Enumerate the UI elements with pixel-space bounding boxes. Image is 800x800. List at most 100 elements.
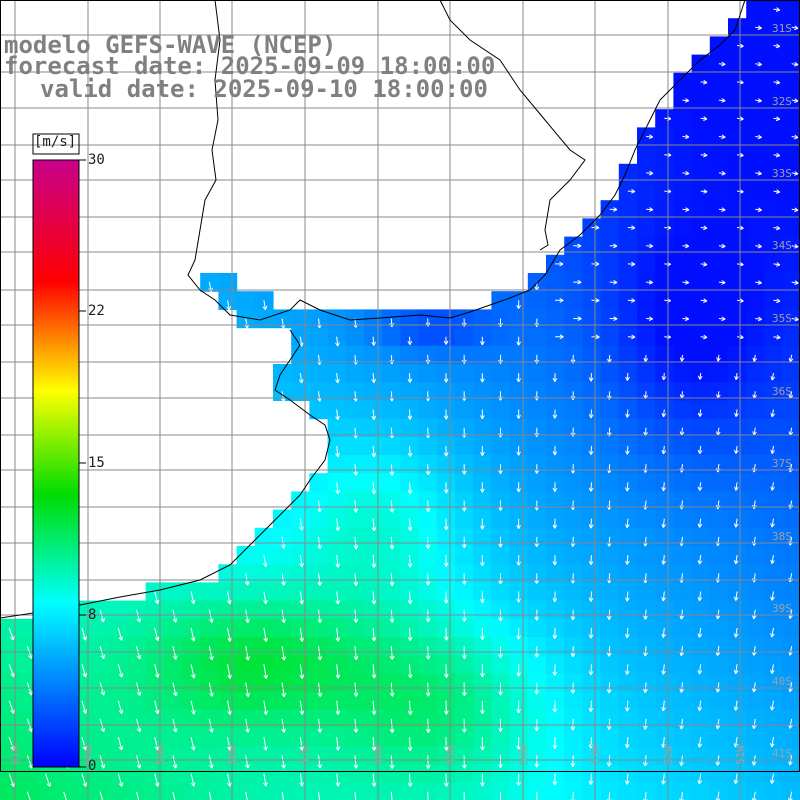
wind-arrow xyxy=(625,482,630,492)
wind-arrow xyxy=(371,445,377,458)
wind-cell xyxy=(236,582,256,602)
wind-arrow xyxy=(552,773,558,786)
wind-arrow xyxy=(552,627,558,639)
wind-cell xyxy=(309,327,329,347)
wind-cell xyxy=(236,655,256,674)
wind-cell xyxy=(182,709,201,729)
wind-cell xyxy=(309,546,329,565)
wind-cell xyxy=(436,455,456,474)
wind-cell xyxy=(455,728,474,747)
wind-cell xyxy=(455,509,474,529)
wind-arrow xyxy=(117,773,124,787)
wind-cell xyxy=(309,509,329,529)
wind-arrow xyxy=(625,373,630,381)
wind-arrow xyxy=(682,98,690,103)
wind-cell xyxy=(728,200,747,219)
wind-cell xyxy=(527,291,547,310)
wind-arrow xyxy=(516,373,522,383)
wind-arrow xyxy=(443,773,449,787)
wind-cell xyxy=(91,764,110,784)
wind-cell xyxy=(746,400,765,420)
wind-cell xyxy=(782,691,800,711)
wind-cell xyxy=(382,400,401,420)
wind-cell xyxy=(637,728,656,747)
wind-arrow xyxy=(407,737,413,751)
wind-arrow xyxy=(555,297,564,303)
wind-cell xyxy=(728,782,747,800)
lat-label: 33S xyxy=(772,167,792,180)
wind-cell xyxy=(764,309,784,329)
wind-arrow xyxy=(715,682,721,693)
wind-arrow xyxy=(227,737,232,751)
wind-arrow xyxy=(99,755,106,769)
wind-cell xyxy=(782,728,800,747)
wind-arrow xyxy=(661,409,667,418)
wind-cell xyxy=(491,327,511,347)
wind-arrow xyxy=(461,464,467,475)
wind-cell xyxy=(618,455,638,474)
wind-arrow xyxy=(317,609,323,624)
wind-cell xyxy=(309,364,329,383)
wind-cell xyxy=(728,309,747,329)
wind-cell xyxy=(746,109,765,128)
wind-arrow xyxy=(281,646,287,661)
wind-arrow xyxy=(733,773,739,785)
wind-arrow xyxy=(679,354,685,362)
wind-arrow xyxy=(389,500,395,513)
wind-arrow xyxy=(335,591,341,605)
wind-cell xyxy=(527,436,547,456)
wind-arrow xyxy=(573,243,582,249)
wind-cell xyxy=(236,764,256,784)
wind-cell xyxy=(673,145,693,165)
wind-cell xyxy=(655,345,674,365)
wind-arrow xyxy=(245,791,248,800)
wind-arrow xyxy=(461,682,467,697)
wind-cell xyxy=(127,728,147,747)
wind-arrow xyxy=(646,134,654,140)
wind-cell xyxy=(691,782,711,800)
wind-arrow xyxy=(335,737,341,751)
wind-cell xyxy=(637,400,656,420)
wind-cell xyxy=(746,364,765,383)
wind-cell xyxy=(327,491,347,511)
wind-cell xyxy=(400,491,420,511)
wind-cell xyxy=(273,728,292,747)
wind-arrow xyxy=(480,737,485,751)
wind-arrow xyxy=(588,737,594,749)
wind-cell xyxy=(637,291,656,310)
wind-cell xyxy=(527,691,547,711)
wind-cell xyxy=(728,163,747,183)
wind-cell xyxy=(782,655,800,674)
wind-arrow xyxy=(407,409,413,420)
wind-arrow xyxy=(443,409,449,420)
wind-cell xyxy=(673,218,693,238)
wind-cell xyxy=(400,309,420,329)
wind-arrow xyxy=(480,773,485,787)
wind-cell xyxy=(509,418,529,438)
wind-arrow xyxy=(570,755,576,767)
wind-arrow xyxy=(770,700,775,711)
wind-cell xyxy=(273,691,292,711)
wind-arrow xyxy=(609,279,618,285)
wind-cell xyxy=(418,509,438,529)
wind-cell xyxy=(691,418,711,438)
wind-cell xyxy=(673,182,693,201)
wind-cell xyxy=(546,746,565,765)
lon-label: 54W xyxy=(517,745,530,765)
wind-cell xyxy=(782,273,800,292)
wind-arrow xyxy=(335,700,341,715)
wind-cell xyxy=(691,564,711,583)
wind-cell xyxy=(546,600,565,620)
wind-cell xyxy=(455,582,474,602)
wind-arrow xyxy=(552,373,558,382)
wind-arrow xyxy=(755,25,762,31)
wind-arrow xyxy=(733,737,739,748)
wind-cell xyxy=(236,546,256,565)
lon-label: 53W xyxy=(589,745,602,765)
wind-arrow xyxy=(770,482,775,491)
wind-cell xyxy=(327,564,347,583)
wind-arrow xyxy=(208,609,214,623)
wind-arrow xyxy=(299,664,305,679)
wind-arrow xyxy=(245,755,250,769)
wind-arrow xyxy=(643,354,649,363)
